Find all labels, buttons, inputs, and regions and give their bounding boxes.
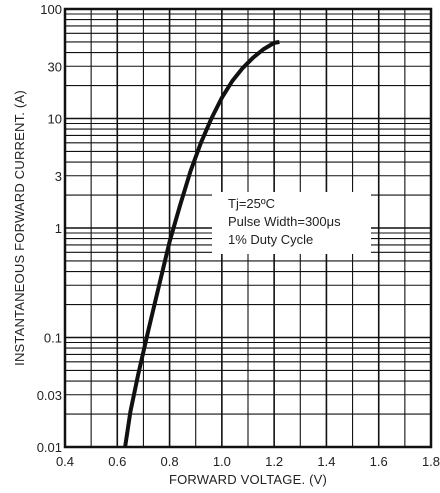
x-tick-label: 1.4: [317, 454, 335, 469]
annotation-box: Tj=25ºC Pulse Width=300μs 1% Duty Cycle: [212, 192, 371, 254]
y-tick-label: 100: [40, 2, 62, 17]
x-tick-label: 1.2: [265, 454, 283, 469]
x-tick-label: 1.8: [422, 454, 440, 469]
x-tick-labels: 0.4 0.6 0.8 1.0 1.2 1.4 1.6 1.8: [56, 454, 440, 469]
y-tick-labels: 0.01 0.03 0.1 1 3 10 30 100: [37, 2, 62, 455]
y-tick-label: 3: [55, 169, 62, 184]
y-tick-label: 0.01: [37, 440, 62, 455]
x-tick-label: 1.6: [370, 454, 388, 469]
x-tick-label: 1.0: [213, 454, 231, 469]
forward-current-curve: [123, 40, 280, 448]
y-tick-label: 0.03: [37, 388, 62, 403]
x-tick-label: 0.6: [108, 454, 126, 469]
annotation-line-1: Tj=25ºC: [228, 196, 275, 211]
series-layer: [123, 40, 280, 448]
x-axis-title: FORWARD VOLTAGE. (V): [169, 472, 327, 487]
y-tick-label: 0.1: [44, 331, 62, 346]
y-tick-label: 30: [48, 59, 62, 74]
annotation-line-2: Pulse Width=300μs: [228, 214, 341, 229]
x-tick-label: 0.4: [56, 454, 74, 469]
x-tick-label: 0.8: [161, 454, 179, 469]
annotation-background: [212, 192, 371, 254]
y-axis-title: INSTANTANEOUS FORWARD CURRENT. (A): [12, 90, 27, 366]
grid: [65, 9, 431, 447]
annotation-line-3: 1% Duty Cycle: [228, 232, 313, 247]
y-tick-label: 1: [55, 221, 62, 236]
plot-frame: [63, 7, 433, 449]
y-tick-label: 10: [48, 112, 62, 127]
